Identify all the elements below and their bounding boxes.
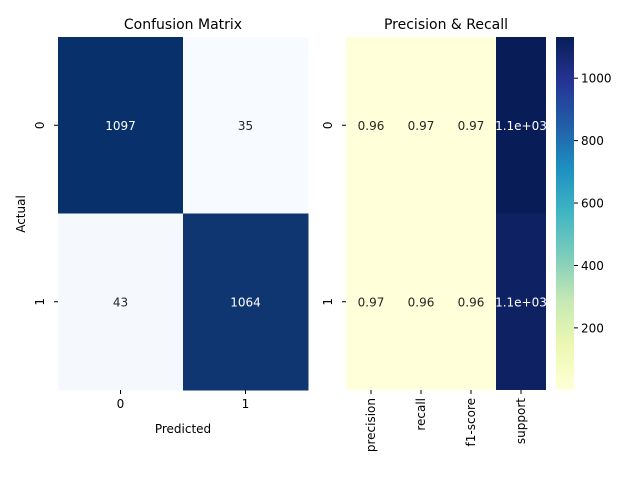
cm-title: Confusion Matrix	[124, 17, 242, 33]
pr-cell-label: 0.97	[358, 295, 385, 309]
pr-cell	[396, 37, 447, 214]
pr-cell	[496, 37, 546, 214]
pr-ytick-label: 0	[321, 121, 335, 129]
cm-cell-label: 35	[238, 119, 253, 133]
cm-cell-label: 1097	[105, 119, 136, 133]
colorbar-tick-label: 400	[581, 259, 604, 273]
cm-cell	[183, 213, 309, 391]
pr-cell	[396, 213, 447, 390]
pr-xtick-label: support	[514, 398, 528, 444]
cm-xtick-label: 0	[117, 397, 125, 411]
cm-cell	[183, 37, 309, 214]
pr-cell-label: 1.1e+03	[495, 119, 547, 133]
cm-ytick-label: 0	[33, 121, 47, 129]
pr-cell-label: 0.96	[458, 295, 485, 309]
colorbar-tick-label: 800	[581, 134, 604, 148]
pr-xtick-label: precision	[364, 398, 378, 452]
pr-cell	[346, 37, 397, 214]
confusion-matrix-chart: Confusion Matrix 1097 35 43 1064 0 1 0 1 Predi…	[14, 17, 309, 436]
pr-cell-label: 0.96	[408, 295, 435, 309]
pr-cell	[446, 37, 497, 214]
colorbar-tick-label: 200	[581, 321, 604, 335]
precision-recall-chart: Precision & Recall 0.96 0.97 0.97 1.1e+03 0.…	[321, 17, 547, 452]
pr-cell-label: 0.97	[458, 119, 485, 133]
cm-xtick-label: 1	[242, 397, 250, 411]
cm-cell-label: 1064	[230, 295, 261, 309]
colorbar: 200 400 600 800 1000	[556, 37, 612, 390]
pr-xtick-label: recall	[414, 398, 428, 431]
cm-ytick-label: 1	[33, 298, 47, 306]
cm-cell	[58, 213, 184, 391]
pr-cell	[346, 213, 397, 390]
pr-cell-label: 0.97	[408, 119, 435, 133]
cm-ylabel: Actual	[14, 195, 28, 233]
colorbar-gradient	[556, 37, 574, 390]
pr-cell	[446, 213, 497, 390]
pr-cell-label: 1.1e+03	[495, 295, 547, 309]
pr-cell	[496, 213, 546, 390]
cm-cell-label: 43	[113, 295, 128, 309]
pr-cell-label: 0.96	[358, 119, 385, 133]
cm-cell	[58, 37, 184, 214]
cm-xlabel: Predicted	[155, 422, 211, 436]
pr-xtick-label: f1-score	[464, 398, 478, 446]
pr-title: Precision & Recall	[384, 17, 508, 33]
pr-ytick-label: 1	[321, 298, 335, 306]
colorbar-tick-label: 1000	[581, 72, 612, 86]
colorbar-tick-label: 600	[581, 197, 604, 211]
